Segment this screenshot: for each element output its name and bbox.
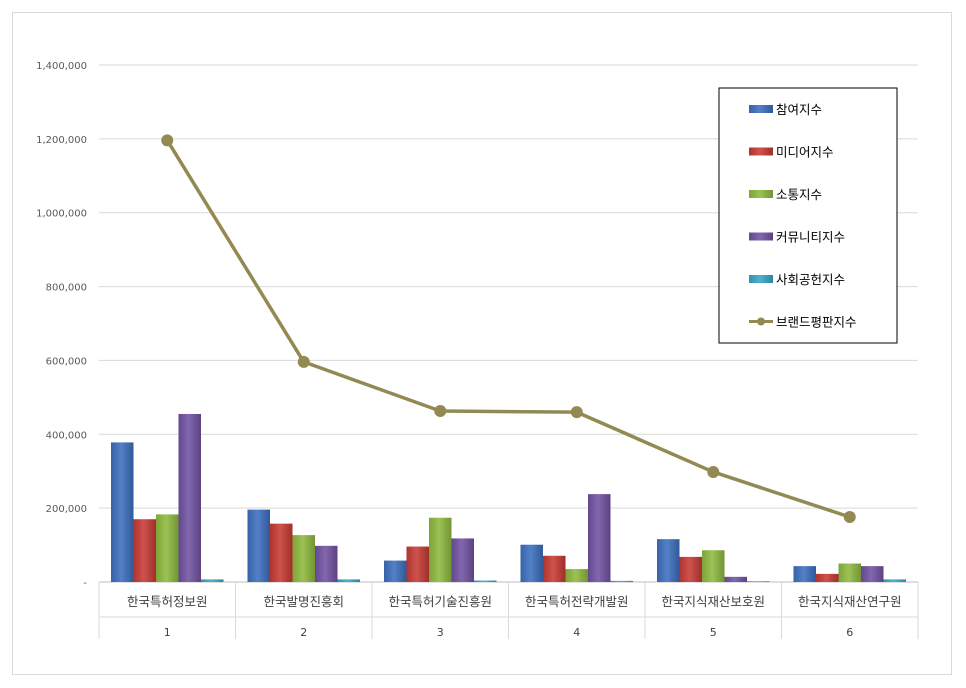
legend-swatch bbox=[749, 232, 773, 241]
category-label: 한국특허정보원 bbox=[127, 594, 208, 609]
y-tick-label: 200,000 bbox=[46, 504, 87, 515]
bar bbox=[315, 545, 338, 582]
y-tick-label: 1,200,000 bbox=[36, 135, 87, 146]
category-label: 한국지식재산보호원 bbox=[661, 594, 765, 609]
y-tick-label: 1,000,000 bbox=[36, 209, 87, 220]
bar bbox=[474, 580, 497, 582]
line-point bbox=[843, 511, 856, 524]
legend-label: 브랜드평판지수 bbox=[776, 315, 857, 330]
bar bbox=[201, 579, 224, 582]
bar bbox=[543, 555, 566, 582]
category-index-label: 3 bbox=[437, 626, 444, 639]
bar bbox=[861, 566, 884, 582]
y-tick-label: 800,000 bbox=[46, 283, 87, 294]
bar bbox=[292, 535, 315, 582]
category-label: 한국특허기술진흥원 bbox=[388, 594, 492, 609]
legend-swatch bbox=[749, 275, 773, 283]
bar bbox=[133, 519, 156, 582]
bar bbox=[451, 538, 474, 582]
category-index-label: 2 bbox=[300, 626, 307, 639]
legend-swatch bbox=[749, 105, 773, 113]
bar bbox=[657, 539, 680, 582]
legend-box bbox=[718, 87, 898, 344]
line-point bbox=[570, 406, 583, 419]
bar bbox=[588, 494, 611, 582]
line-point bbox=[161, 134, 174, 147]
category-index-label: 5 bbox=[710, 626, 717, 639]
legend-label: 사회공헌지수 bbox=[776, 272, 845, 287]
bar bbox=[610, 580, 633, 582]
category-label: 한국특허전략개발원 bbox=[525, 594, 629, 609]
line-point bbox=[297, 355, 310, 368]
y-tick-label: 1,400,000 bbox=[36, 61, 87, 72]
legend-label: 소통지수 bbox=[776, 187, 822, 202]
bar bbox=[337, 579, 360, 582]
bar bbox=[111, 442, 134, 582]
bar bbox=[520, 544, 543, 582]
bar bbox=[883, 579, 906, 582]
bar bbox=[816, 573, 839, 582]
bar bbox=[247, 509, 270, 582]
combo-chart: - 200,000 400,000 600,000 800,000 1,000,000 1,… bbox=[36, 61, 919, 639]
bar bbox=[747, 581, 770, 582]
category-index-label: 6 bbox=[846, 626, 853, 639]
chart-frame: - 200,000 400,000 600,000 800,000 1,000,000 1,… bbox=[12, 12, 952, 675]
line-point bbox=[707, 465, 720, 478]
category-label: 한국발명진흥회 bbox=[263, 594, 344, 609]
legend-label: 참여지수 bbox=[776, 102, 822, 117]
bar bbox=[156, 514, 179, 582]
bar bbox=[270, 523, 293, 582]
category-index-label: 4 bbox=[573, 626, 580, 639]
bar bbox=[724, 576, 747, 582]
category-label: 한국지식재산연구원 bbox=[798, 594, 902, 609]
bar bbox=[178, 413, 201, 582]
bar bbox=[793, 566, 816, 582]
category-index-label: 1 bbox=[164, 626, 171, 639]
bar bbox=[838, 563, 861, 582]
line-series-brand-index bbox=[165, 139, 851, 519]
bar bbox=[429, 517, 452, 582]
y-tick-label: 600,000 bbox=[46, 356, 87, 367]
legend-swatch bbox=[749, 190, 773, 198]
y-tick-label: - bbox=[83, 578, 87, 589]
legend-label: 커뮤니티지수 bbox=[776, 230, 845, 245]
line-point bbox=[434, 405, 447, 418]
bar bbox=[406, 546, 429, 582]
bar bbox=[702, 550, 725, 582]
bar bbox=[679, 556, 702, 582]
legend-swatch bbox=[749, 147, 773, 156]
legend-label: 미디어지수 bbox=[776, 145, 834, 160]
bar bbox=[565, 569, 588, 582]
legend-swatch-marker bbox=[757, 317, 765, 326]
y-tick-label: 400,000 bbox=[46, 430, 87, 441]
bar bbox=[384, 560, 407, 582]
